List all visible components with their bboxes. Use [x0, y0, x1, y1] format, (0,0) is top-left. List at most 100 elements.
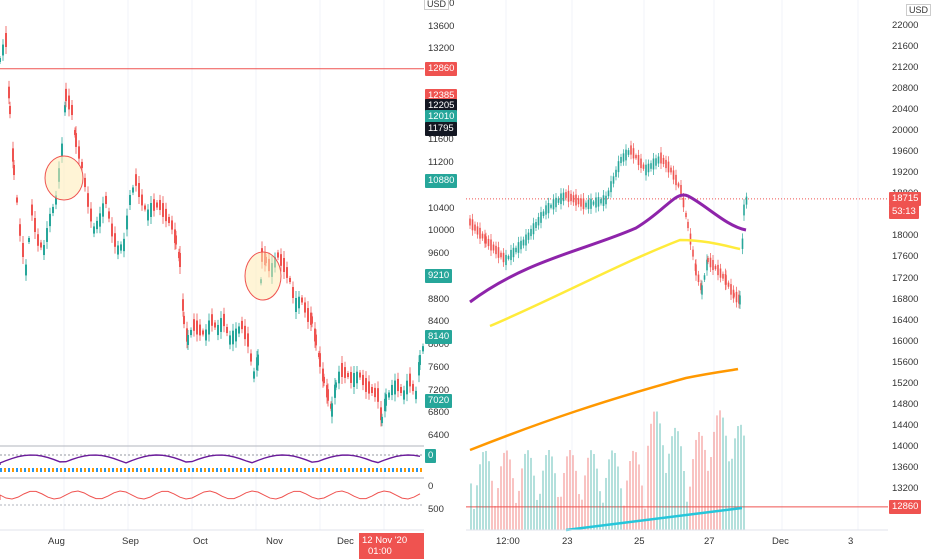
volume-bar: [629, 461, 631, 530]
histogram-bar: [304, 468, 306, 472]
volume-bar: [527, 450, 529, 530]
volume-bar: [668, 453, 670, 530]
histogram-bar: [108, 468, 110, 472]
histogram-bar: [212, 468, 214, 472]
volume-bar: [587, 457, 589, 530]
candle: [229, 335, 231, 345]
candle: [253, 371, 255, 379]
histogram-bar: [100, 468, 102, 472]
candle: [286, 267, 288, 278]
candle: [208, 320, 210, 335]
candle: [585, 202, 587, 208]
ma-yellow: [489, 238, 741, 328]
candle: [403, 390, 405, 400]
volume-bar: [635, 452, 637, 530]
histogram-bar: [8, 468, 10, 472]
candle: [368, 381, 370, 394]
right-chart-pane[interactable]: 22000 21600 21200 20800 20400 20000 19600 19200…: [466, 0, 932, 550]
right-price-tick: 20800: [892, 83, 919, 95]
candle: [590, 198, 592, 209]
candle: [635, 155, 637, 159]
candle: [714, 265, 717, 270]
histogram-bar: [412, 468, 414, 472]
candle: [397, 378, 399, 392]
histogram-bar: [60, 468, 62, 472]
candle: [582, 198, 585, 210]
histogram-bar: [340, 468, 342, 472]
histogram-bar: [72, 468, 74, 472]
histogram-bar: [4, 468, 6, 472]
histogram-bar: [360, 468, 362, 472]
candle: [700, 283, 702, 291]
candle: [527, 232, 530, 240]
volume-bar: [677, 431, 679, 530]
candle: [238, 326, 240, 334]
histogram-bar: [76, 468, 78, 472]
candle: [492, 244, 495, 251]
histogram-bar: [168, 468, 170, 472]
candle: [283, 258, 285, 272]
histogram-bar: [64, 468, 66, 472]
volume-bar: [641, 485, 643, 530]
left-time-tick: Nov: [266, 536, 283, 547]
right-price-plot[interactable]: [466, 0, 888, 550]
volume-bar: [482, 452, 484, 530]
right-time-tick: Dec: [772, 536, 789, 547]
left-plot-bg: [0, 0, 424, 550]
right-price-tick: 16000: [892, 335, 919, 347]
histogram-bar: [112, 468, 114, 472]
candle: [241, 320, 243, 330]
candle: [102, 203, 104, 217]
candle: [650, 163, 652, 169]
crosshair-clock: 01:00: [368, 546, 392, 557]
right-time-tick: 25: [634, 536, 645, 547]
right-time-axis[interactable]: 12:00 23 25 27 Dec 3: [466, 532, 888, 550]
volume-bar: [659, 423, 661, 530]
candle: [374, 387, 376, 398]
right-price-tick: 16800: [892, 293, 919, 305]
volume-bar: [569, 450, 571, 530]
candle: [617, 161, 620, 173]
left-price-axis[interactable]: 1400013600132001280012400120001160011200…: [424, 0, 466, 550]
rsi-line: [0, 490, 421, 500]
candle: [175, 235, 177, 245]
volume-bar: [590, 450, 592, 530]
candle: [562, 192, 565, 202]
candle: [371, 386, 373, 394]
candle: [135, 174, 137, 186]
candle: [190, 329, 192, 336]
candle: [37, 234, 39, 246]
candle: [474, 224, 476, 231]
volume-bar: [701, 435, 703, 530]
candle: [165, 208, 167, 222]
left-chart-pane[interactable]: 1400013600132001280012400120001160011200…: [0, 0, 466, 559]
histogram-bar: [148, 468, 150, 472]
candle: [217, 324, 219, 336]
right-price-axis[interactable]: 22000 21600 21200 20800 20400 20000 19600 19200…: [888, 0, 930, 550]
volume-bar: [584, 475, 586, 530]
right-price-tick: 14000: [892, 440, 919, 452]
candle: [12, 148, 14, 162]
right-price-tick: 21600: [892, 41, 919, 53]
candle: [745, 196, 748, 205]
candle: [712, 259, 714, 271]
candle: [391, 384, 393, 396]
histogram-bar: [88, 468, 90, 472]
histogram-bar: [152, 468, 154, 472]
candle: [682, 197, 685, 208]
histogram-bar: [80, 468, 82, 472]
left-time-axis[interactable]: Aug Sep Oct Nov Dec 12 Nov '20 01:00: [0, 532, 424, 559]
histogram-bar: [144, 468, 146, 472]
histogram-bar: [120, 468, 122, 472]
histogram-bar: [160, 468, 162, 472]
candle: [727, 282, 730, 287]
histogram-bar: [328, 468, 330, 472]
volume-bar: [656, 411, 658, 530]
candle: [123, 238, 125, 252]
candle: [334, 384, 336, 398]
right-time-tick: 23: [562, 536, 573, 547]
candle: [667, 161, 670, 173]
crosshair-time-badge: 12 Nov '20 01:00: [359, 533, 424, 559]
left-price-plot[interactable]: [0, 0, 424, 550]
left-level-label: 12860: [425, 61, 458, 76]
